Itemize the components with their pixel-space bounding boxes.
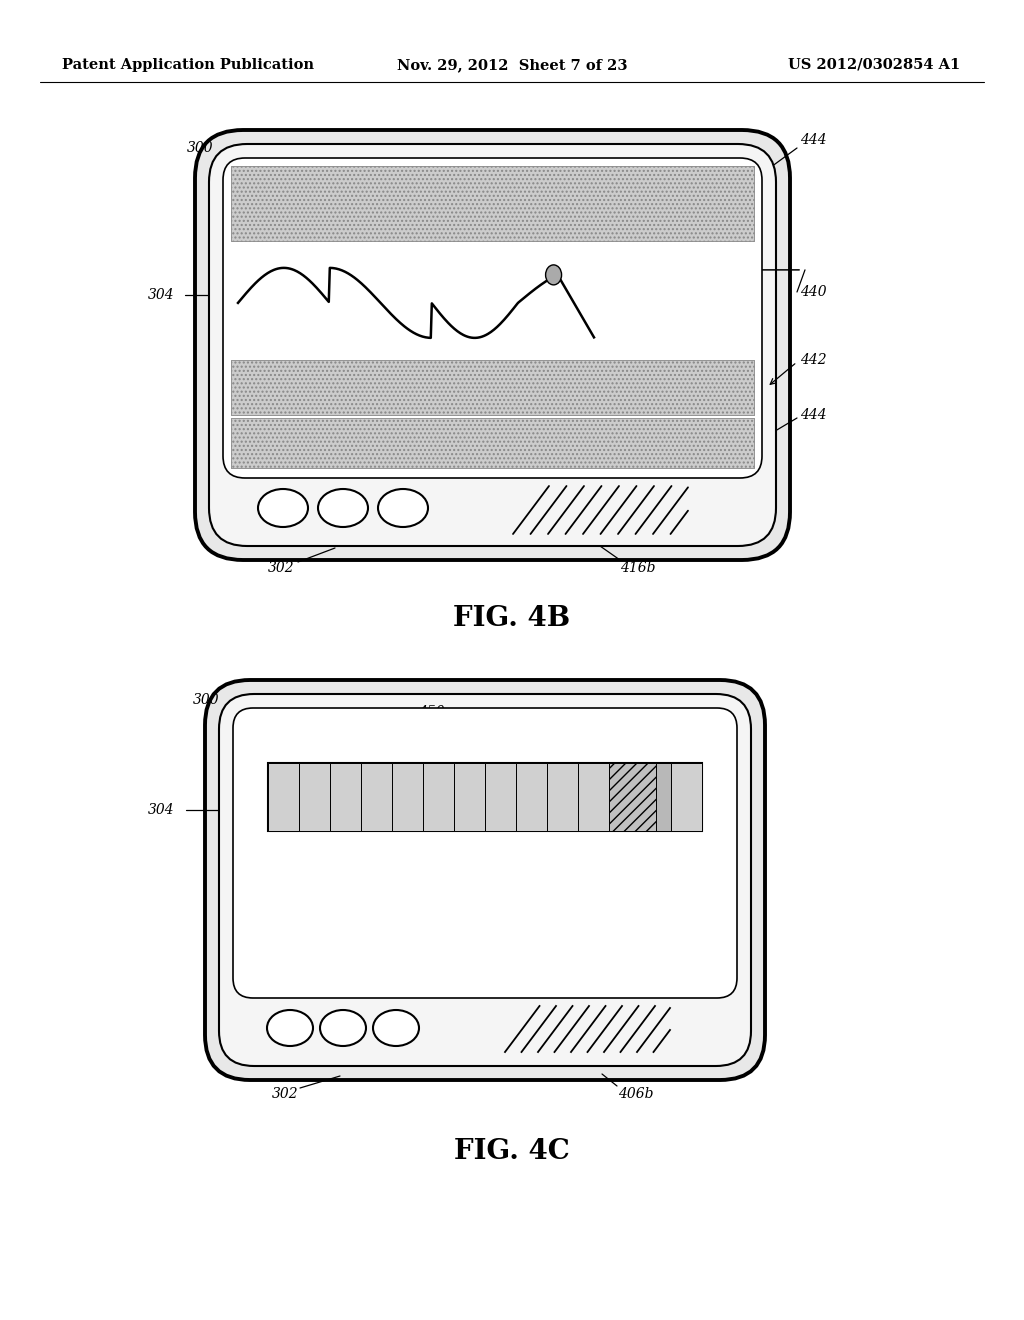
Text: 444: 444 — [800, 408, 826, 422]
Text: 302: 302 — [272, 1086, 299, 1101]
Bar — [609, 763, 640, 832]
FancyBboxPatch shape — [219, 694, 751, 1067]
Ellipse shape — [373, 1010, 419, 1045]
Text: FIG. 4B: FIG. 4B — [454, 605, 570, 632]
Ellipse shape — [378, 488, 428, 527]
Text: 444: 444 — [800, 133, 826, 147]
Text: US 2012/0302854 A1: US 2012/0302854 A1 — [787, 58, 961, 73]
Bar — [516, 763, 547, 832]
Ellipse shape — [318, 488, 368, 527]
FancyBboxPatch shape — [233, 708, 737, 998]
Ellipse shape — [319, 1010, 366, 1045]
Text: 300: 300 — [187, 141, 214, 154]
FancyBboxPatch shape — [209, 144, 776, 546]
Text: 458: 458 — [462, 875, 488, 888]
Bar — [671, 763, 702, 832]
Bar — [231, 166, 754, 242]
Text: 440: 440 — [800, 285, 826, 300]
Text: 304: 304 — [148, 803, 175, 817]
Text: 416b: 416b — [620, 561, 655, 576]
Text: 454: 454 — [280, 845, 306, 859]
Bar — [268, 763, 702, 832]
Bar — [361, 763, 392, 832]
Text: 450: 450 — [418, 705, 444, 719]
Bar — [454, 763, 485, 832]
Bar — [231, 360, 754, 414]
Bar — [231, 166, 754, 242]
Text: 452: 452 — [292, 711, 318, 725]
Text: 452: 452 — [505, 711, 531, 725]
Text: 446: 446 — [268, 312, 295, 325]
Bar — [609, 763, 655, 832]
Text: 442: 442 — [800, 352, 826, 367]
Text: 302: 302 — [268, 561, 295, 576]
Bar — [423, 763, 454, 832]
Text: 456: 456 — [430, 853, 457, 867]
Text: Patent Application Publication: Patent Application Publication — [62, 58, 314, 73]
FancyBboxPatch shape — [195, 129, 790, 560]
Text: FIG. 4C: FIG. 4C — [454, 1138, 570, 1166]
Ellipse shape — [267, 1010, 313, 1045]
Text: 448: 448 — [476, 273, 503, 286]
Bar — [485, 763, 516, 832]
Text: HIGH: HIGH — [662, 744, 697, 759]
Bar — [392, 763, 423, 832]
Bar — [231, 418, 754, 469]
FancyBboxPatch shape — [205, 680, 765, 1080]
FancyBboxPatch shape — [223, 158, 762, 478]
Bar — [231, 418, 754, 469]
Text: 304: 304 — [148, 288, 175, 302]
Bar — [640, 763, 671, 832]
Ellipse shape — [258, 488, 308, 527]
Bar — [578, 763, 609, 832]
Text: 300: 300 — [193, 693, 219, 708]
Text: 454: 454 — [568, 845, 595, 859]
Text: 406b: 406b — [618, 1086, 653, 1101]
Bar — [299, 763, 330, 832]
Bar — [330, 763, 361, 832]
Bar — [231, 360, 754, 414]
Bar — [268, 763, 299, 832]
Bar — [547, 763, 578, 832]
Text: LOW: LOW — [273, 744, 305, 759]
Text: Nov. 29, 2012  Sheet 7 of 23: Nov. 29, 2012 Sheet 7 of 23 — [396, 58, 628, 73]
Ellipse shape — [546, 265, 561, 285]
